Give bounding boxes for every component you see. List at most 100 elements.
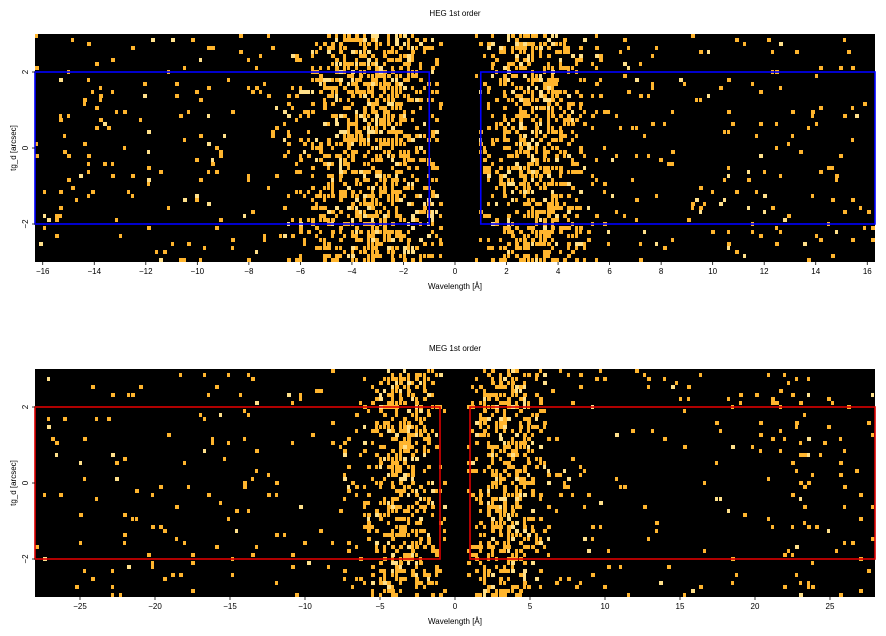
event-pixel [515,369,519,373]
event-pixel [435,62,439,66]
event-pixel [535,146,538,150]
event-pixel [335,78,339,82]
event-pixel [555,198,558,202]
event-pixel [523,437,526,441]
event-pixel [571,138,574,142]
event-pixel [395,94,399,98]
event-pixel [367,102,371,106]
event-pixel [583,122,587,126]
event-pixel [299,170,302,174]
event-pixel [407,58,411,62]
event-pixel [283,138,286,142]
event-pixel [547,98,551,102]
event-pixel [499,246,502,250]
event-pixel [371,118,374,122]
event-pixel [571,186,575,190]
event-pixel [383,174,386,178]
event-pixel [731,445,735,449]
event-pixel [511,62,515,66]
event-pixel [507,170,511,174]
event-pixel [395,34,398,38]
event-pixel [347,106,351,110]
event-pixel [479,489,482,493]
event-pixel [531,230,534,234]
event-pixel [739,393,743,397]
event-pixel [523,202,527,206]
event-pixel [607,565,611,569]
event-pixel [419,581,423,585]
event-pixel [555,182,558,186]
event-pixel [563,110,566,114]
event-pixel [435,138,439,142]
event-pixel [107,417,111,421]
event-pixel [431,194,435,198]
event-pixel [579,58,583,62]
event-pixel [439,593,443,597]
event-pixel [575,62,578,66]
event-pixel [531,74,534,78]
event-pixel [495,593,498,597]
event-pixel [599,369,602,373]
event-pixel [819,106,823,110]
event-pixel [807,525,811,529]
event-pixel [499,393,502,397]
event-pixel [427,537,431,541]
event-pixel [507,202,510,206]
event-pixel [435,234,438,238]
event-pixel [375,126,378,130]
event-pixel [375,421,379,425]
event-pixel [339,238,343,242]
event-pixel [431,178,434,182]
event-pixel [531,561,535,565]
event-pixel [359,38,363,42]
event-pixel [503,409,506,413]
event-pixel [499,82,502,86]
event-pixel [523,577,526,581]
event-pixel [503,246,507,250]
event-pixel [511,98,514,102]
event-pixel [287,94,291,98]
event-pixel [327,94,331,98]
event-pixel [331,146,334,150]
y-tick-label: 2 [21,69,30,74]
event-pixel [411,186,414,190]
event-pixel [323,42,327,46]
event-pixel [759,154,763,158]
event-pixel [843,38,846,42]
event-pixel [523,42,527,46]
event-pixel [543,198,547,202]
event-pixel [379,577,382,581]
event-pixel [479,501,483,505]
event-pixel [399,74,402,78]
event-pixel [519,86,523,90]
event-pixel [335,34,338,38]
event-pixel [563,258,567,262]
event-pixel [195,90,199,94]
event-pixel [411,118,414,122]
event-pixel [487,238,490,242]
event-pixel [515,441,518,445]
event-pixel [763,194,767,198]
event-pixel [399,102,403,106]
event-pixel [359,94,362,98]
event-pixel [299,397,302,401]
event-pixel [583,469,586,473]
event-pixel [435,90,439,94]
event-pixel [291,106,294,110]
event-pixel [323,242,326,246]
event-pixel [511,234,515,238]
event-pixel [531,441,534,445]
event-pixel [783,218,787,222]
event-pixel [479,497,482,501]
event-pixel [571,206,574,210]
event-pixel [135,489,139,493]
event-pixel [859,589,863,593]
event-pixel [499,481,502,485]
event-pixel [415,521,419,525]
event-pixel [487,154,491,158]
event-pixel [399,577,403,581]
event-pixel [159,525,163,529]
event-pixel [427,409,430,413]
event-pixel [399,441,403,445]
event-pixel [355,214,359,218]
